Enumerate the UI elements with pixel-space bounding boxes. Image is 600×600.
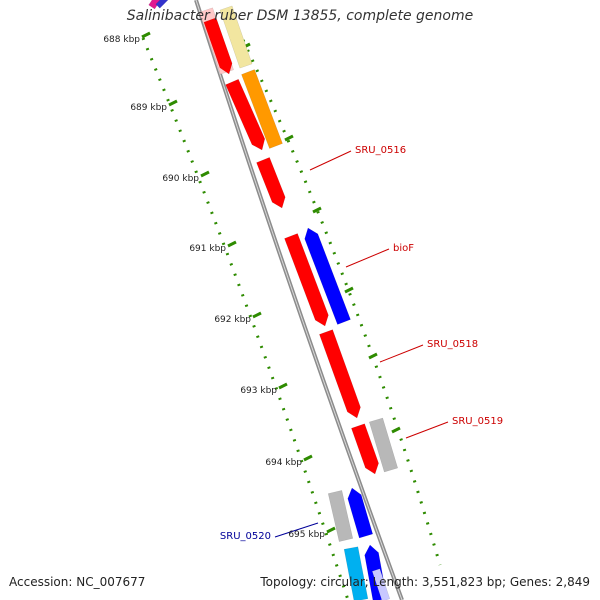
gene-red-sru0519 bbox=[351, 423, 379, 475]
gene-label-sru_0518[interactable]: SRU_0518 bbox=[427, 339, 478, 350]
tick-mark bbox=[200, 170, 210, 178]
tick-mark bbox=[252, 311, 262, 319]
gene-pale-yellow bbox=[219, 5, 253, 69]
leader-sru_0519 bbox=[405, 421, 449, 439]
tick-track-lines bbox=[141, 37, 442, 600]
tick-label: 693 kbp bbox=[240, 386, 277, 396]
gene-red-biof bbox=[284, 233, 329, 327]
outer-tick-mark bbox=[368, 352, 378, 360]
gene-magenta bbox=[148, 0, 161, 10]
gene-blue-biof bbox=[304, 227, 351, 325]
gene-red-1 bbox=[203, 17, 233, 75]
gene-labels: SRU_0516 bioF SRU_0518 SRU_0519 SRU_0520 bbox=[220, 145, 503, 542]
tick-mark bbox=[326, 526, 336, 534]
gene-label-sru_0519[interactable]: SRU_0519 bbox=[452, 416, 503, 427]
gene-red-spo0j bbox=[225, 78, 266, 151]
leader-sru_0518 bbox=[379, 344, 424, 363]
tick-label: 688 kbp bbox=[103, 35, 140, 45]
gene-features bbox=[148, 0, 399, 600]
tick-label: 691 kbp bbox=[189, 244, 226, 254]
tick-mark bbox=[227, 240, 237, 248]
gene-blue-1 bbox=[347, 487, 374, 539]
gene-cyan bbox=[343, 546, 369, 600]
gene-red-sru0516 bbox=[256, 157, 286, 209]
gene-gray-outer bbox=[368, 417, 399, 473]
gene-label-sru_0520[interactable]: SRU_0520 bbox=[220, 531, 271, 542]
tick-marks bbox=[141, 31, 401, 534]
gene-gray-inner bbox=[327, 490, 354, 542]
leader-biof bbox=[345, 248, 390, 268]
gene-label-biof[interactable]: bioF bbox=[393, 243, 414, 254]
outer-tick-mark bbox=[391, 426, 401, 434]
accession-text: Accession: NC_007677 bbox=[9, 575, 146, 589]
tick-mark bbox=[168, 99, 178, 107]
map-title: Salinibacter ruber DSM 13855, complete g… bbox=[126, 8, 474, 24]
gene-blue-top bbox=[155, 0, 169, 9]
tick-label: 689 kbp bbox=[130, 103, 167, 113]
tick-label: 695 kbp bbox=[288, 530, 325, 540]
outer-tick-mark bbox=[284, 134, 294, 142]
backbone-highlight bbox=[195, 0, 403, 600]
tick-label: 694 kbp bbox=[265, 458, 302, 468]
outer-tick-mark bbox=[344, 286, 354, 294]
gene-pale-blue bbox=[371, 568, 391, 600]
outer-tick-mark bbox=[312, 206, 322, 214]
tick-label: 690 kbp bbox=[162, 174, 199, 184]
genome-stats-text: Topology: circular; Length: 3,551,823 bp… bbox=[260, 575, 590, 589]
backbone-line bbox=[194, 0, 404, 600]
gene-red-sru0518 bbox=[319, 329, 361, 419]
tick-mark bbox=[141, 31, 151, 39]
label-leaders bbox=[274, 150, 449, 538]
gene-orange bbox=[241, 69, 283, 149]
leader-sru_0520 bbox=[274, 522, 319, 538]
genome-backbone bbox=[194, 0, 404, 600]
tick-mark bbox=[303, 454, 313, 462]
tick-labels: 688 kbp 689 kbp 690 kbp 691 kbp 692 kbp 693 k… bbox=[103, 35, 325, 540]
leader-sru_0516 bbox=[309, 150, 352, 171]
tick-label: 692 kbp bbox=[214, 315, 251, 325]
gene-label-sru_0516[interactable]: SRU_0516 bbox=[355, 145, 406, 156]
tick-mark bbox=[278, 382, 288, 390]
